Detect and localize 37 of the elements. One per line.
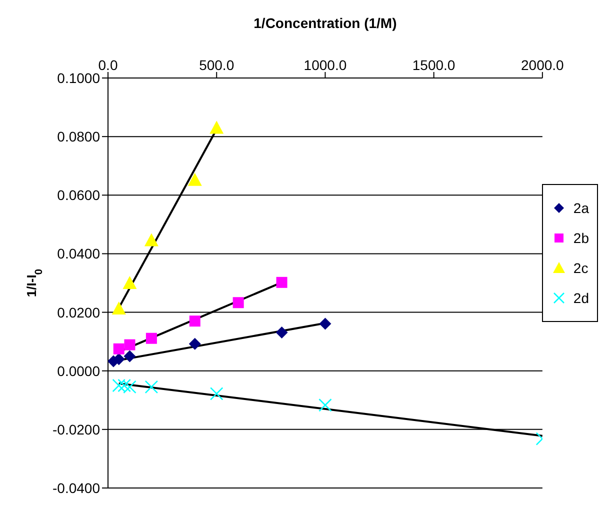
x-axis-title: 1/Concentration (1/M)	[254, 14, 397, 31]
point	[189, 316, 200, 327]
x-tick-label: 1500.0	[412, 57, 456, 73]
point	[318, 398, 332, 412]
point	[113, 343, 124, 354]
legend-label: 2b	[573, 230, 589, 246]
y-tick-label: -0.0400	[52, 480, 100, 496]
point	[210, 120, 224, 134]
point	[124, 350, 136, 362]
y-tick-label: 0.0000	[57, 362, 100, 379]
y-tick-label: 0.1000	[57, 70, 100, 86]
point	[122, 276, 137, 289]
point	[210, 387, 224, 400]
point	[144, 380, 158, 394]
y-tick-label: 0.0600	[57, 187, 100, 204]
point	[232, 297, 244, 308]
x-tick-label: 500.0	[199, 57, 234, 73]
point	[124, 339, 136, 350]
legend-label: 2c	[573, 260, 588, 276]
legend-label: 2a	[573, 200, 589, 216]
point	[112, 301, 126, 314]
y-tick-label: 0.0400	[57, 246, 100, 262]
point	[276, 326, 288, 338]
x-tick-label: 0.0	[98, 57, 118, 73]
y-tick-label: 0.0800	[57, 128, 100, 145]
point	[146, 332, 157, 344]
point	[188, 172, 202, 186]
x-tick-label: 2000.0	[521, 57, 564, 73]
x-tick-label: 1000.0	[304, 57, 347, 73]
point	[319, 318, 332, 330]
point	[118, 378, 131, 392]
point	[276, 276, 288, 288]
legend-label: 2d	[573, 290, 589, 306]
y-tick-label: -0.0200	[52, 421, 100, 438]
point	[144, 233, 158, 246]
point	[188, 338, 201, 350]
y-tick-label: 0.0200	[57, 304, 100, 320]
